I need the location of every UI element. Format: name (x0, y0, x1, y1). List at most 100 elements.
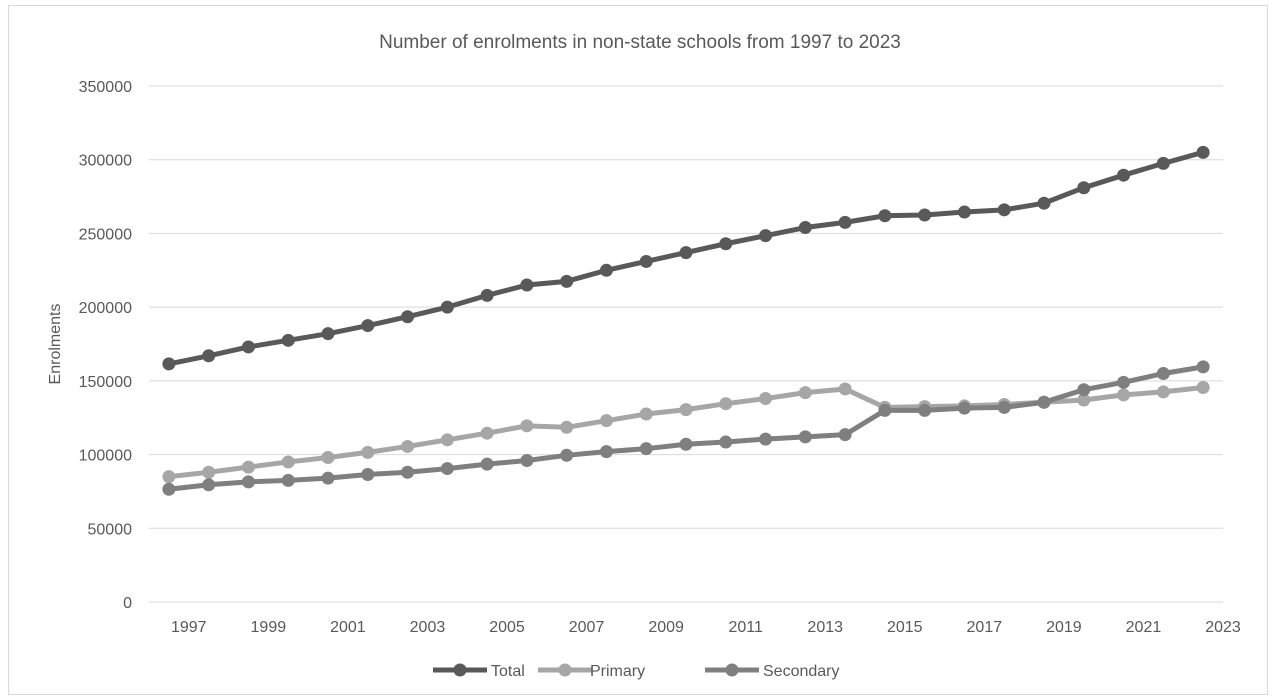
data-point-total (401, 310, 415, 324)
legend-label-secondary: Secondary (763, 663, 840, 680)
data-point-primary (401, 439, 415, 453)
data-point-primary (202, 465, 216, 479)
x-tick-label: 2019 (1046, 619, 1082, 636)
data-point-total (241, 340, 255, 354)
y-tick-label: 0 (123, 595, 132, 612)
data-point-primary (560, 420, 574, 434)
x-tick-label: 2015 (887, 619, 923, 636)
data-point-secondary (798, 430, 812, 444)
data-point-secondary (162, 482, 176, 496)
data-point-secondary (838, 428, 852, 442)
x-tick-label: 2013 (807, 619, 843, 636)
legend-marker-primary (558, 663, 572, 677)
data-point-secondary (401, 465, 415, 479)
y-tick-label: 350000 (79, 79, 132, 96)
data-point-total (997, 203, 1011, 217)
legend-label-primary: Primary (590, 663, 645, 680)
data-point-primary (759, 392, 773, 406)
grid-lines (149, 85, 1223, 603)
y-tick-label: 300000 (79, 153, 132, 170)
legend-marker-total (453, 663, 467, 677)
data-point-total (957, 205, 971, 219)
data-point-primary (599, 414, 613, 428)
data-point-total (520, 278, 534, 292)
data-point-total (560, 274, 574, 288)
data-point-total (480, 288, 494, 302)
x-tick-label: 1997 (171, 619, 207, 636)
data-point-total (599, 263, 613, 277)
data-point-secondary (679, 437, 693, 451)
x-tick-label: 2001 (330, 619, 366, 636)
data-point-total (321, 327, 335, 341)
legend-label-total: Total (491, 663, 525, 680)
data-point-primary (440, 433, 454, 447)
data-point-primary (321, 451, 335, 465)
data-point-secondary (719, 435, 733, 449)
data-point-primary (281, 455, 295, 469)
data-point-primary (838, 382, 852, 396)
data-point-secondary (599, 445, 613, 459)
x-tick-label: 2021 (1126, 619, 1162, 636)
data-point-secondary (1196, 360, 1210, 374)
y-tick-label: 200000 (79, 300, 132, 317)
chart-title: Number of enrolments in non-state school… (379, 32, 901, 53)
data-point-secondary (918, 403, 932, 417)
data-point-secondary (241, 475, 255, 489)
data-point-primary (480, 426, 494, 440)
series-group (162, 145, 1210, 496)
y-tick-labels: 0 50000 100000 150000 200000 250000 300000 3500… (79, 79, 132, 612)
x-tick-labels: 1997 1999 2001 2003 2005 2007 2009 2011 2013 2015… (171, 619, 1241, 636)
data-point-total (162, 357, 176, 371)
data-point-primary (679, 403, 693, 417)
x-tick-label: 2023 (1205, 619, 1241, 636)
data-point-primary (1156, 385, 1170, 399)
data-point-total (679, 246, 693, 260)
y-tick-label: 250000 (79, 226, 132, 243)
data-point-total (1117, 168, 1131, 182)
data-point-secondary (997, 400, 1011, 414)
x-tick-label: 2009 (648, 619, 684, 636)
data-point-total (202, 349, 216, 363)
data-point-primary (719, 397, 733, 411)
y-tick-label: 50000 (88, 521, 133, 538)
x-tick-label: 2017 (967, 619, 1003, 636)
legend-marker-secondary (725, 663, 739, 677)
series-line-secondary (166, 364, 1206, 492)
data-point-secondary (202, 478, 216, 492)
data-point-total (878, 209, 892, 223)
data-point-total (281, 333, 295, 347)
data-point-total (1077, 181, 1091, 195)
data-point-primary (1196, 380, 1210, 394)
legend: Total Primary Secondary (433, 663, 840, 680)
data-point-secondary (759, 432, 773, 446)
data-point-secondary (361, 467, 375, 481)
data-point-total (759, 229, 773, 243)
data-point-primary (162, 470, 176, 484)
y-axis-label: Enrolments (47, 304, 64, 385)
data-point-primary (241, 460, 255, 474)
data-point-secondary (1077, 383, 1091, 397)
data-point-total (918, 208, 932, 222)
y-tick-label: 100000 (79, 448, 132, 465)
data-point-secondary (480, 457, 494, 471)
data-point-primary (1077, 393, 1091, 407)
data-point-total (838, 215, 852, 229)
data-point-primary (639, 407, 653, 421)
y-tick-label: 150000 (79, 374, 132, 391)
data-point-total (1156, 156, 1170, 170)
data-point-secondary (639, 442, 653, 456)
x-tick-label: 2003 (410, 619, 446, 636)
data-point-secondary (560, 448, 574, 462)
x-tick-label: 1999 (251, 619, 287, 636)
x-tick-label: 2011 (728, 619, 763, 636)
data-point-secondary (520, 453, 534, 467)
data-point-primary (798, 386, 812, 400)
data-point-primary (520, 419, 534, 433)
data-point-primary (361, 445, 375, 459)
data-point-primary (1117, 388, 1131, 402)
data-point-total (639, 254, 653, 268)
data-point-secondary (321, 471, 335, 485)
x-tick-label: 2005 (489, 619, 525, 636)
data-point-total (798, 221, 812, 235)
